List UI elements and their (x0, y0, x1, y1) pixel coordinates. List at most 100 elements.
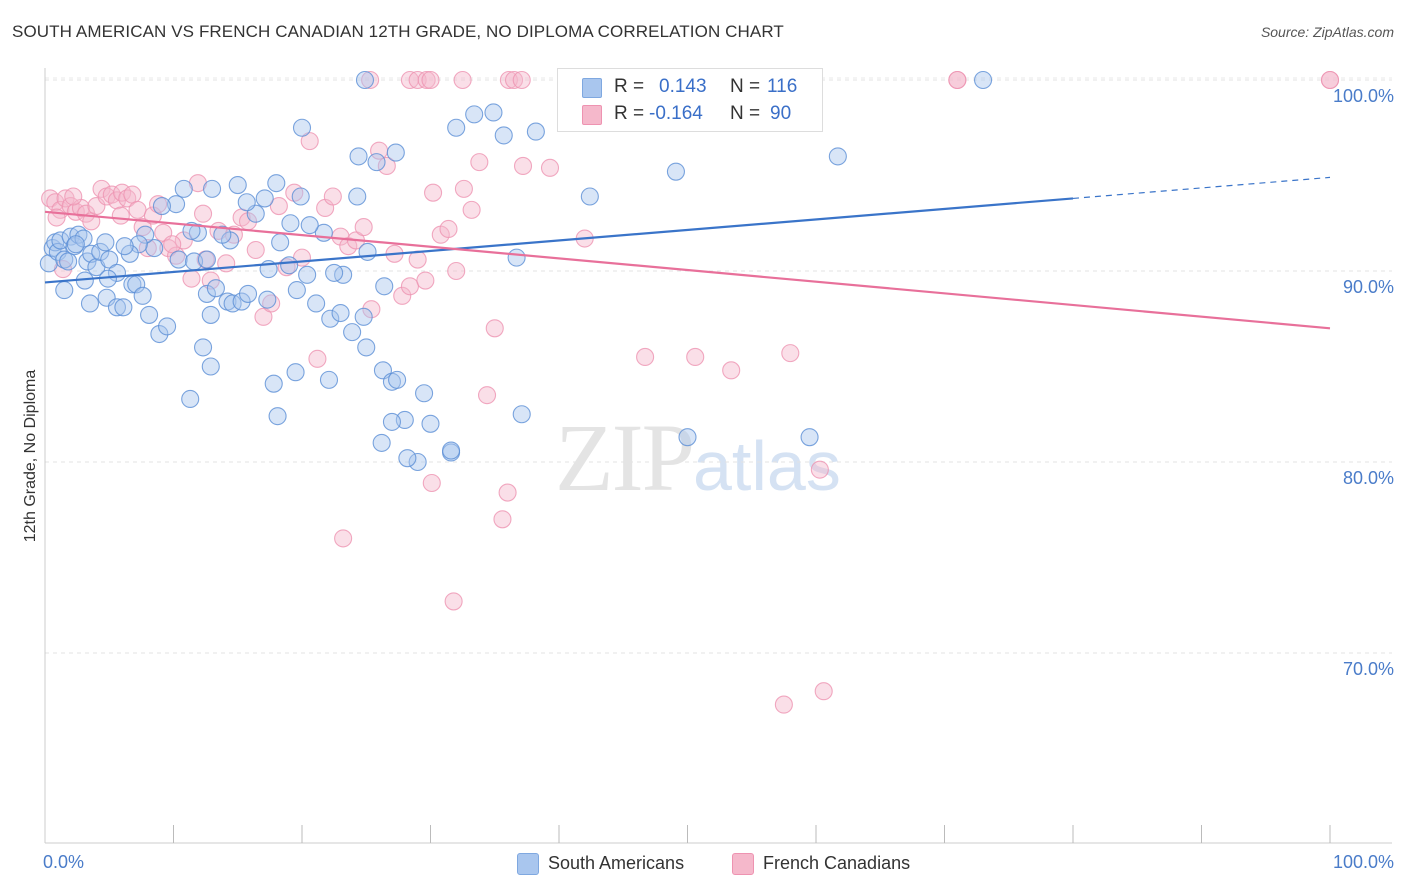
point-french-canadian (454, 179, 473, 198)
point-south-american (197, 250, 216, 269)
stats-r-label: R = (614, 103, 645, 124)
point-south-american (386, 143, 405, 162)
point-french-canadian (781, 344, 800, 363)
point-south-american (158, 317, 177, 336)
point-south-american (267, 174, 286, 193)
point-french-canadian (393, 286, 412, 305)
watermark-zip: ZIP (555, 404, 695, 511)
trendline-south-americans (44, 197, 1074, 284)
point-south-american (300, 216, 319, 235)
point-south-american (512, 405, 531, 424)
point-french-canadian (422, 473, 441, 493)
legend-swatch-pink (732, 853, 754, 875)
point-french-canadian (300, 132, 319, 151)
point-french-canadian (485, 319, 504, 338)
point-french-canadian (408, 250, 427, 269)
point-french-canadian (361, 70, 380, 90)
point-south-american (507, 248, 526, 267)
point-french-canadian (217, 254, 236, 273)
legend-swatch-blue (517, 853, 539, 875)
point-south-american (197, 284, 216, 303)
point-french-canadian (493, 510, 512, 529)
point-south-american (355, 70, 375, 90)
point-south-american (465, 105, 484, 124)
point-south-american (292, 118, 312, 137)
y-tick-label-90: 90.0% (1342, 277, 1394, 297)
point-south-american (182, 221, 201, 240)
point-french-canadian (308, 349, 327, 368)
point-south-american (678, 428, 697, 447)
point-south-american (96, 233, 115, 252)
x-tick-label-0: 0.0% (43, 852, 85, 872)
point-french-canadian (123, 185, 142, 204)
point-south-american (129, 235, 148, 254)
point-south-american (213, 225, 232, 244)
point-south-american (107, 298, 127, 317)
point-french-canadian (64, 187, 83, 206)
point-south-american (298, 265, 317, 284)
stats-swatch-blue (582, 78, 602, 98)
point-french-canadian (424, 183, 443, 202)
point-south-american (188, 223, 207, 242)
point-french-canadian (111, 206, 130, 225)
point-south-american (358, 242, 377, 261)
point-south-american (228, 176, 247, 195)
point-french-canadian (331, 227, 350, 246)
point-south-american (442, 441, 461, 460)
point-south-american (349, 147, 368, 166)
y-tick-label-70: 70.0% (1342, 659, 1394, 679)
point-south-american (258, 290, 277, 309)
point-south-american (114, 298, 133, 317)
point-french-canadian (354, 218, 373, 237)
point-south-american (286, 363, 305, 382)
point-south-american (281, 214, 300, 233)
watermark: ZIPatlas (555, 402, 841, 513)
point-south-american (169, 250, 188, 269)
point-south-american (115, 237, 134, 256)
point-south-american (408, 452, 427, 472)
watermark-atlas: atlas (693, 427, 841, 505)
x-tick-label-100: 100.0% (1332, 852, 1394, 872)
point-south-american (307, 294, 326, 313)
point-french-canadian (444, 592, 463, 611)
chart-title: SOUTH AMERICAN VS FRENCH CANADIAN 12TH G… (12, 22, 784, 41)
stats-n-value: 116 (767, 76, 798, 97)
stats-r-label: R = (614, 76, 645, 97)
point-south-american (325, 263, 344, 282)
point-south-american (82, 244, 101, 263)
point-south-american (150, 324, 169, 344)
point-south-american (100, 250, 119, 269)
point-south-american (372, 433, 391, 452)
point-french-canadian (400, 277, 419, 296)
point-south-american (223, 294, 242, 313)
point-french-canadian (948, 70, 967, 90)
point-french-canadian (377, 156, 396, 175)
point-french-canadian (421, 70, 440, 90)
point-south-american (238, 284, 258, 303)
point-south-american (181, 389, 200, 409)
point-south-american (666, 162, 685, 181)
stats-row-south-americans: R = 0.143 N = 116 (558, 74, 822, 100)
point-french-canadian (470, 153, 489, 172)
point-french-canadian (417, 70, 436, 90)
y-tick-label-100: 100.0% (1332, 86, 1394, 106)
source-credit: Source: ZipAtlas.com (1260, 24, 1394, 40)
legend-label: South Americans (548, 853, 685, 873)
point-south-american (271, 233, 290, 252)
point-south-american (357, 338, 376, 357)
point-french-canadian (269, 197, 288, 216)
stats-n-label: N = (730, 76, 761, 97)
point-south-american (203, 179, 222, 198)
point-french-canadian (540, 158, 560, 177)
point-south-american (152, 197, 171, 216)
point-south-american (136, 225, 155, 244)
stats-row-french-canadians: R = -0.164 N = 90 (558, 101, 822, 127)
point-south-american (291, 187, 310, 206)
point-south-american (321, 309, 340, 328)
point-french-canadian (334, 529, 353, 548)
point-south-american (367, 153, 386, 172)
point-french-canadian (439, 219, 458, 239)
point-south-american (66, 235, 85, 254)
point-south-american (334, 265, 353, 284)
point-south-american (80, 294, 100, 313)
